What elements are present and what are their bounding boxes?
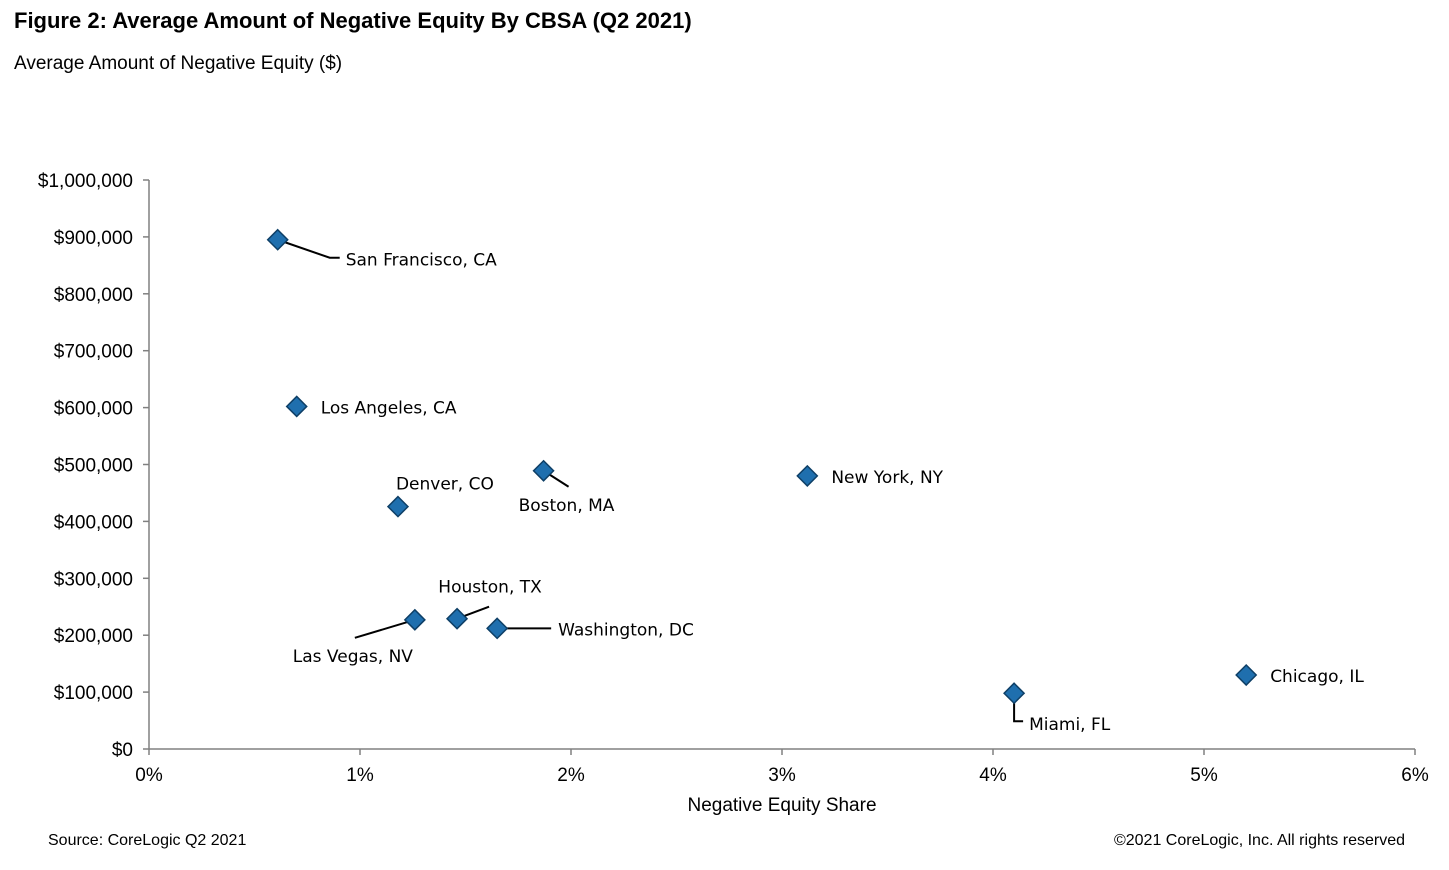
data-point-marker xyxy=(1003,682,1026,705)
leader-line xyxy=(277,238,340,259)
data-point-marker xyxy=(285,395,308,418)
point-label: Denver, CO xyxy=(396,475,494,495)
data-point-marker xyxy=(486,617,509,640)
y-tick-label: $500,000 xyxy=(54,456,133,477)
y-axis-title: Average Amount of Negative Equity ($) xyxy=(14,53,343,74)
y-tick-label: $900,000 xyxy=(54,228,133,249)
point-label: Miami, FL xyxy=(1029,715,1111,735)
y-tick-label: $300,000 xyxy=(54,569,133,590)
point-label: Boston, MA xyxy=(519,496,615,516)
x-tick-label: 1% xyxy=(346,765,374,786)
y-tick-label: $700,000 xyxy=(54,342,133,363)
data-point-marker xyxy=(403,608,426,631)
y-tick-label: $400,000 xyxy=(54,512,133,533)
data-point-marker xyxy=(266,228,289,251)
y-tick-label: $100,000 xyxy=(54,683,133,704)
source-note: Source: CoreLogic Q2 2021 xyxy=(48,832,247,849)
data-point-marker xyxy=(532,459,555,482)
x-tick-label: 3% xyxy=(768,765,796,786)
x-tick-label: 6% xyxy=(1401,765,1429,786)
y-tick-label: $600,000 xyxy=(54,399,133,420)
x-tick-label: 0% xyxy=(135,765,163,786)
leader-line xyxy=(354,618,416,639)
data-point-marker xyxy=(796,464,819,487)
copyright-note: ©2021 CoreLogic, Inc. All rights reserve… xyxy=(1113,832,1405,849)
x-tick-label: 4% xyxy=(979,765,1007,786)
point-label: New York, NY xyxy=(831,468,943,488)
y-tick-label: $200,000 xyxy=(54,626,133,647)
point-label: San Francisco, CA xyxy=(346,251,497,271)
x-tick-label: 2% xyxy=(557,765,585,786)
x-axis-title: Negative Equity Share xyxy=(687,795,876,816)
point-label: Los Angeles, CA xyxy=(321,398,457,418)
data-point-marker xyxy=(445,607,469,630)
point-label: Las Vegas, NV xyxy=(293,647,414,667)
point-label: Houston, TX xyxy=(438,578,542,598)
data-points xyxy=(266,228,1258,705)
point-label: Chicago, IL xyxy=(1270,667,1364,687)
y-tick-label: $800,000 xyxy=(54,285,133,306)
y-tick-label: $1,000,000 xyxy=(38,171,133,192)
point-labels: San Francisco, CA Los Angeles, CA Denver, … xyxy=(293,251,1365,735)
axes: $0 $100,000 $200,000 $300,000 $400,000 $500,0… xyxy=(38,171,1429,786)
data-point-marker xyxy=(1235,663,1258,687)
data-point-marker xyxy=(386,495,410,518)
y-tick-label: $0 xyxy=(112,740,133,761)
x-tick-label: 5% xyxy=(1190,765,1218,786)
point-label: Washington, DC xyxy=(558,620,694,640)
chart-title: Figure 2: Average Amount of Negative Equ… xyxy=(14,8,692,33)
